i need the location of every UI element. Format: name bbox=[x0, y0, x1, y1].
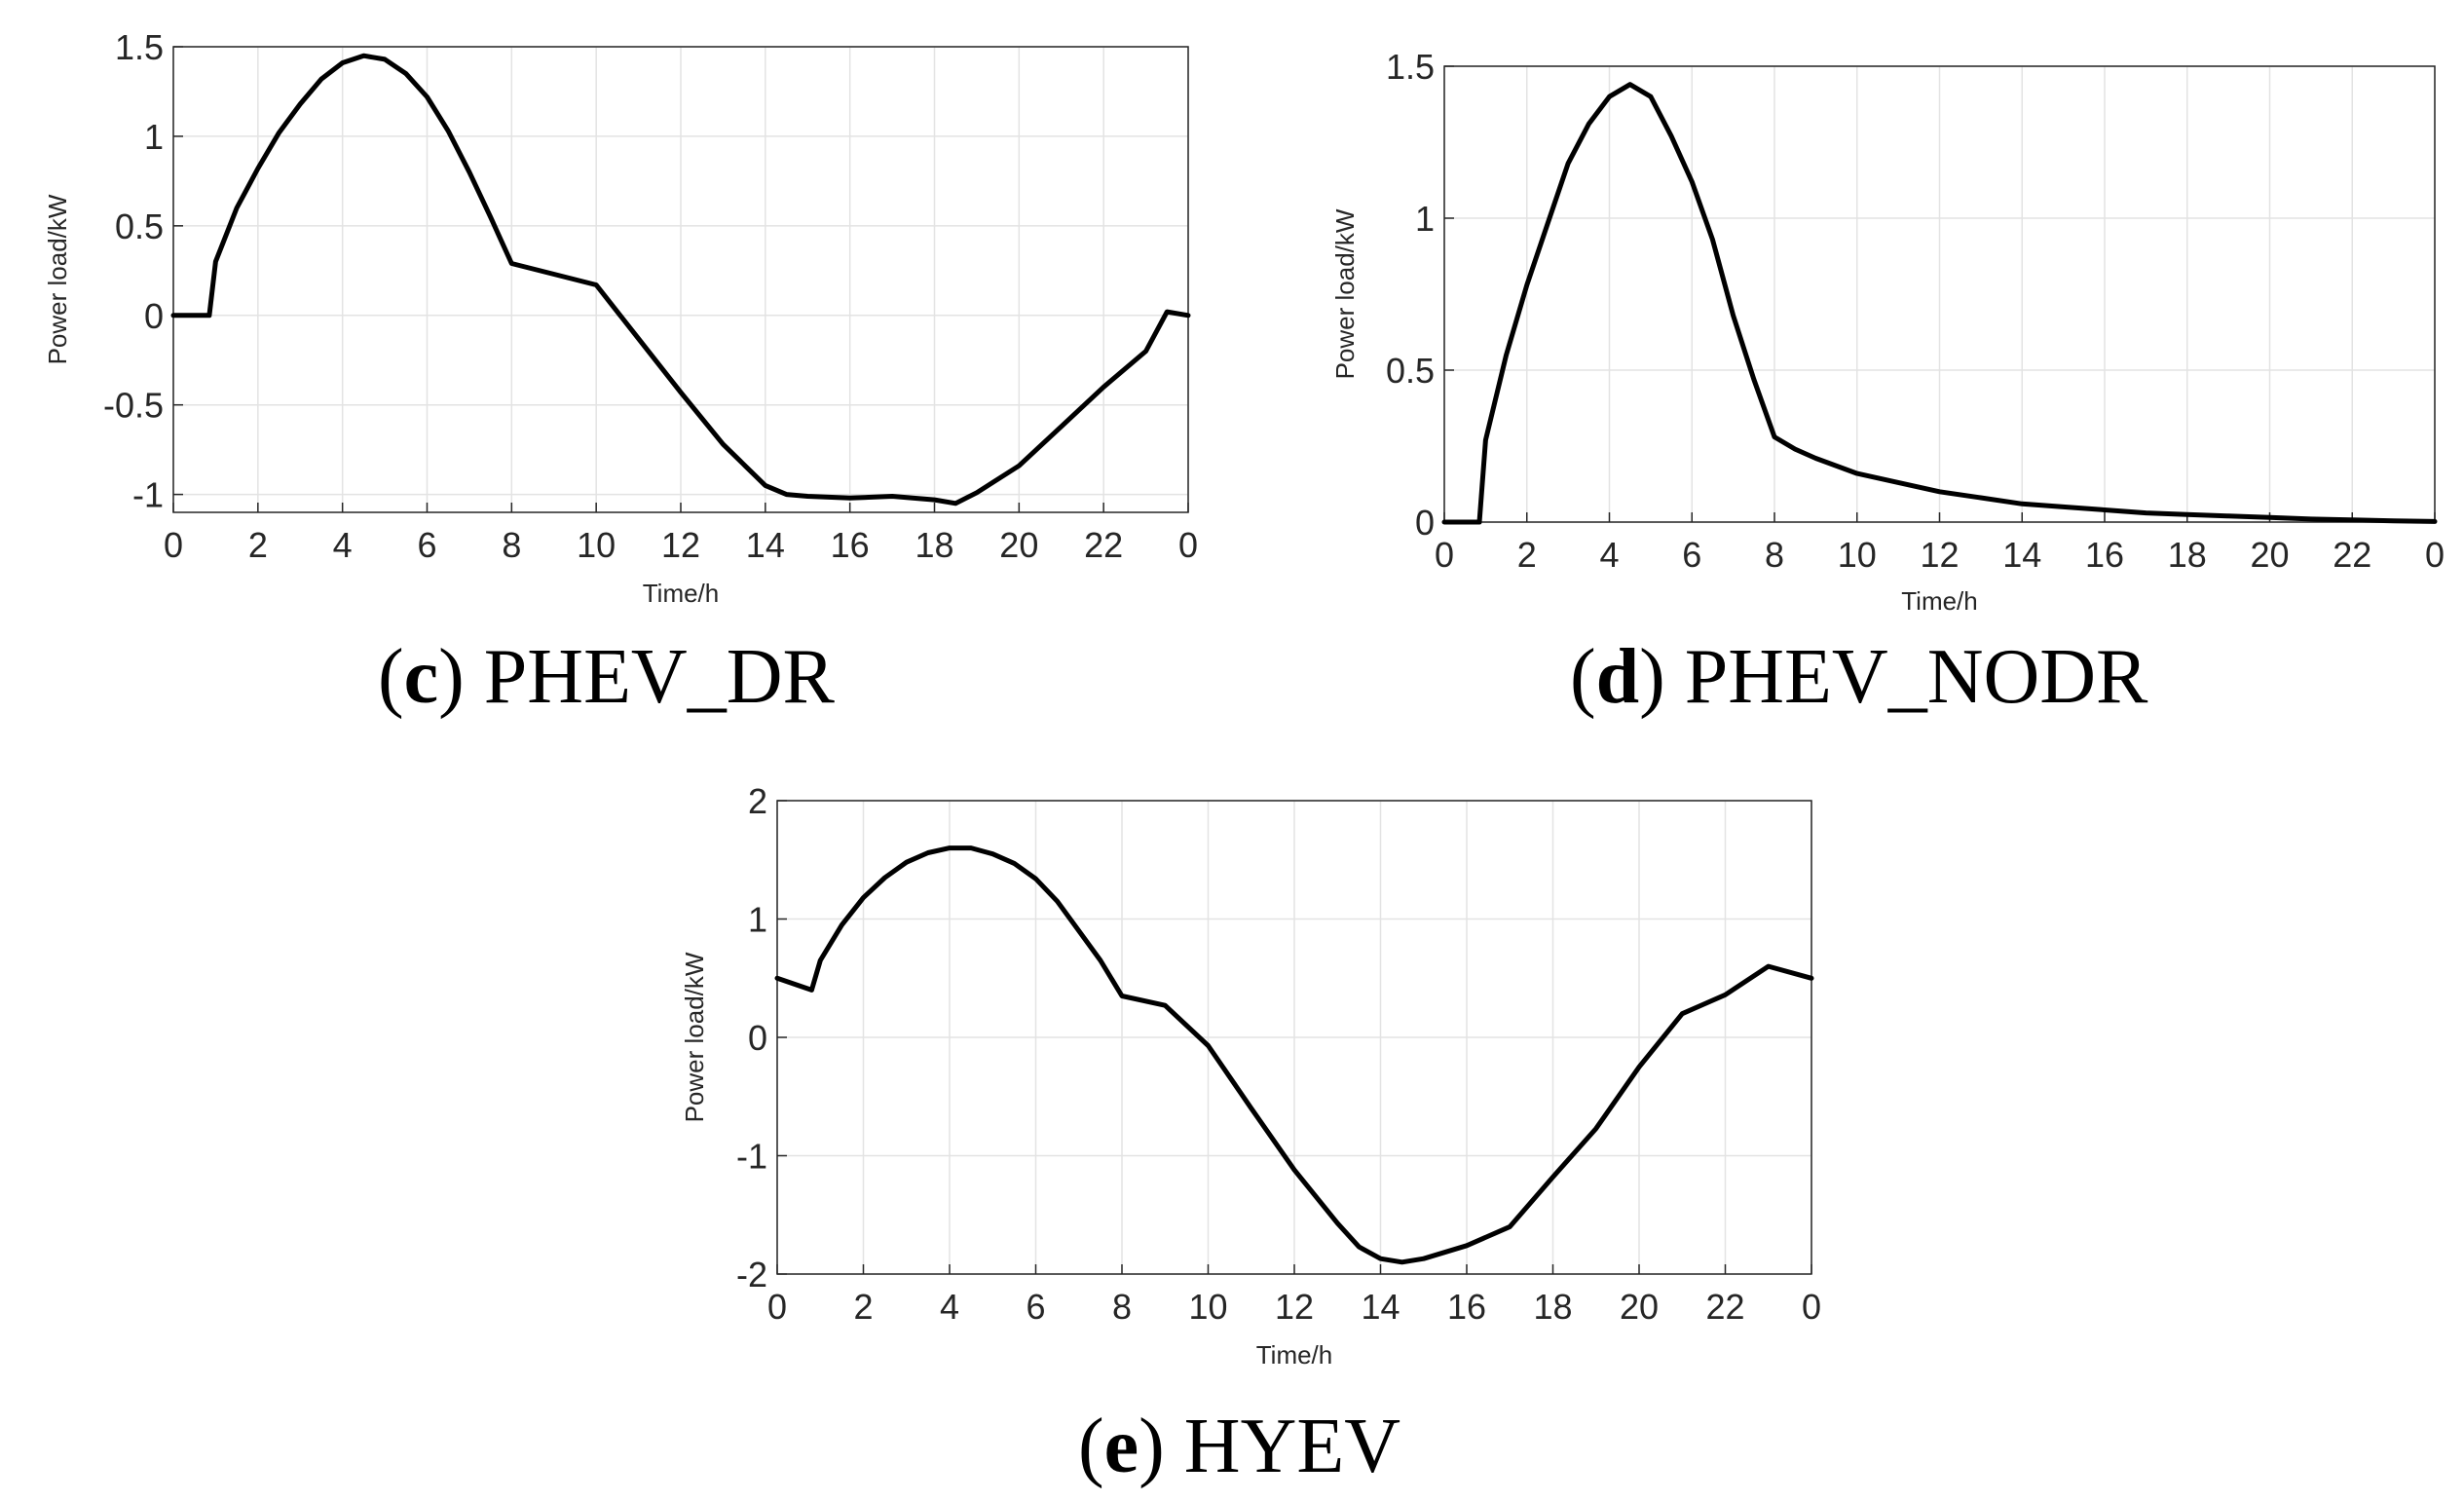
x-tick-label: 18 bbox=[915, 525, 953, 565]
series-line-PHEV_DR bbox=[170, 53, 1191, 507]
caption-e-letter: e bbox=[1103, 1404, 1139, 1489]
y-tick-label: 1 bbox=[1415, 199, 1435, 239]
y-tick-label: 0 bbox=[144, 296, 164, 336]
y-axis-label: Power load/kW bbox=[680, 952, 709, 1122]
x-tick-label: 4 bbox=[940, 1287, 959, 1327]
caption-c: (c) PHEV_DR bbox=[378, 634, 835, 720]
y-tick-label: -2 bbox=[736, 1255, 767, 1295]
x-tick-label: 22 bbox=[1084, 525, 1123, 565]
x-tick-label: 18 bbox=[2168, 535, 2207, 575]
x-tick-label: 0 bbox=[164, 525, 183, 565]
x-tick-label: 16 bbox=[2085, 535, 2124, 575]
x-tick-label: 10 bbox=[577, 525, 616, 565]
x-tick-label: 8 bbox=[1765, 535, 1784, 575]
x-tick-label: 20 bbox=[1620, 1287, 1659, 1327]
x-tick-label: 12 bbox=[1275, 1287, 1314, 1327]
x-tick-label: 2 bbox=[248, 525, 268, 565]
x-tick-label: 0 bbox=[1178, 525, 1198, 565]
y-tick-label: 1 bbox=[748, 900, 767, 940]
chart-panel-c: 0 2 4 6 8 10 12 14 16 18 20 22 0-1-0.500.511.5Time/h… bbox=[43, 27, 1198, 608]
series-line-PHEV_NODR bbox=[1441, 82, 2438, 525]
x-tick-label: 0 bbox=[1802, 1287, 1821, 1327]
x-tick-label: 0 bbox=[1435, 535, 1454, 575]
x-tick-label: 6 bbox=[1682, 535, 1701, 575]
x-tick-label: 2 bbox=[1517, 535, 1537, 575]
x-tick-label: 10 bbox=[1838, 535, 1877, 575]
x-tick-label: 16 bbox=[831, 525, 870, 565]
x-tick-label: 12 bbox=[1920, 535, 1959, 575]
caption-e-text: HYEV bbox=[1183, 1404, 1400, 1489]
y-tick-label: -0.5 bbox=[103, 386, 164, 426]
x-tick-label: 2 bbox=[853, 1287, 873, 1327]
y-axis-label: Power load/kW bbox=[43, 194, 72, 364]
x-tick-label: 0 bbox=[2425, 535, 2445, 575]
y-tick-label: 0.5 bbox=[1386, 351, 1435, 391]
x-tick-label: 4 bbox=[1599, 535, 1619, 575]
x-tick-label: 14 bbox=[1361, 1287, 1400, 1327]
x-tick-label: 10 bbox=[1188, 1287, 1227, 1327]
x-tick-label: 6 bbox=[417, 525, 436, 565]
x-tick-label: 8 bbox=[1112, 1287, 1132, 1327]
x-tick-label: 0 bbox=[767, 1287, 787, 1327]
x-tick-label: 4 bbox=[333, 525, 353, 565]
caption-d-letter: d bbox=[1595, 634, 1640, 720]
y-axis-label: Power load/kW bbox=[1330, 208, 1360, 379]
y-tick-label: 1.5 bbox=[115, 27, 164, 67]
y-tick-label: -1 bbox=[132, 475, 164, 515]
caption-c-letter: c bbox=[403, 634, 439, 720]
y-tick-label: -1 bbox=[736, 1137, 767, 1177]
x-tick-label: 22 bbox=[2333, 535, 2371, 575]
x-tick-label: 6 bbox=[1026, 1287, 1045, 1327]
x-tick-label: 14 bbox=[746, 525, 785, 565]
y-tick-label: 2 bbox=[748, 781, 767, 821]
x-axis-label: Time/h bbox=[1901, 586, 1978, 616]
y-tick-label: 1.5 bbox=[1386, 47, 1435, 87]
y-tick-label: 0.5 bbox=[115, 206, 164, 246]
x-tick-label: 18 bbox=[1533, 1287, 1572, 1327]
y-tick-label: 1 bbox=[144, 117, 164, 157]
chart-panel-d: 0 2 4 6 8 10 12 14 16 18 20 22 000.511.5Time/hPower … bbox=[1330, 47, 2445, 616]
y-tick-label: 0 bbox=[748, 1018, 767, 1058]
caption-e: (e) HYEV bbox=[1078, 1404, 1400, 1489]
x-tick-label: 20 bbox=[999, 525, 1038, 565]
x-axis-label: Time/h bbox=[1256, 1340, 1333, 1370]
y-tick-label: 0 bbox=[1415, 503, 1435, 543]
x-tick-label: 8 bbox=[502, 525, 521, 565]
x-tick-label: 14 bbox=[2002, 535, 2041, 575]
x-tick-label: 12 bbox=[661, 525, 700, 565]
caption-d-text: PHEV_NODR bbox=[1684, 634, 2148, 720]
caption-d: (d) PHEV_NODR bbox=[1570, 634, 2148, 720]
series-line-HYEV bbox=[774, 845, 1814, 1265]
x-axis-label: Time/h bbox=[643, 579, 720, 608]
x-tick-label: 16 bbox=[1447, 1287, 1486, 1327]
x-tick-label: 22 bbox=[1705, 1287, 1744, 1327]
x-tick-label: 20 bbox=[2250, 535, 2289, 575]
caption-c-text: PHEV_DR bbox=[483, 634, 835, 720]
